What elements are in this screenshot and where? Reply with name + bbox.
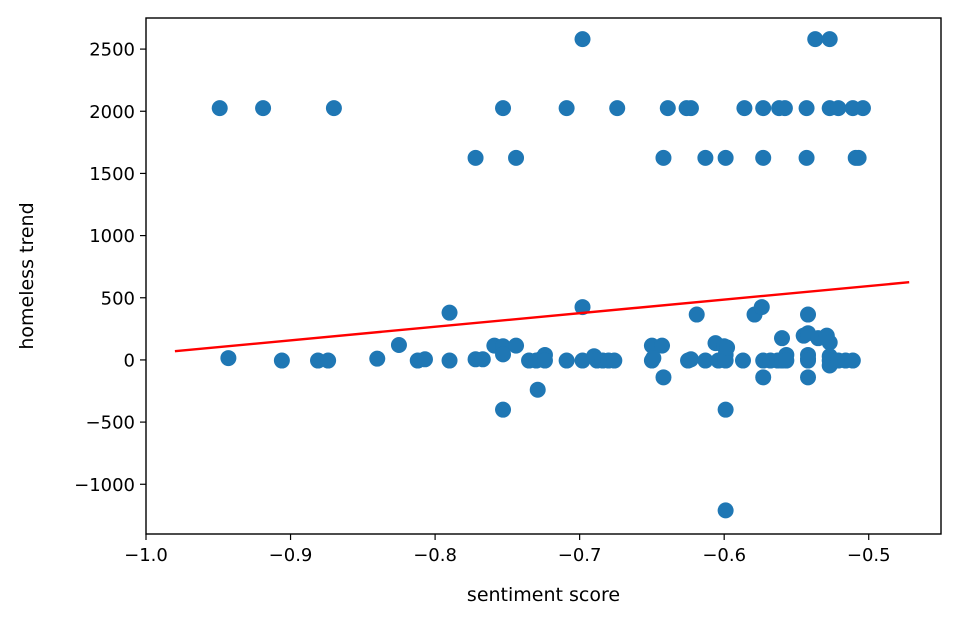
data-point (778, 352, 795, 369)
data-point (508, 337, 525, 354)
y-tick-label: 0 (124, 350, 135, 371)
data-point (755, 149, 772, 166)
data-point (609, 100, 626, 117)
plot-frame (145, 17, 942, 535)
data-point (717, 352, 734, 369)
data-point (807, 31, 824, 48)
y-tick-label: 1500 (89, 164, 135, 185)
data-point (688, 306, 705, 323)
data-point (798, 149, 815, 166)
x-tick-label: −1.0 (124, 545, 168, 566)
data-point (774, 330, 790, 347)
y-axis-label: homeless trend (16, 202, 38, 349)
data-point (508, 149, 525, 166)
data-point (734, 352, 751, 369)
data-point (854, 100, 871, 117)
data-point (273, 352, 290, 369)
data-point (655, 369, 672, 386)
data-point (558, 100, 575, 117)
regression-line (174, 281, 910, 353)
y-tick-label: 2500 (89, 40, 135, 61)
data-point (441, 352, 458, 369)
x-tick-label: −0.5 (847, 545, 891, 566)
data-point (416, 351, 433, 368)
data-points (211, 31, 871, 519)
x-tick-label: −0.7 (558, 545, 602, 566)
data-point (755, 369, 772, 386)
data-point (682, 351, 699, 368)
y-tick-label: −1000 (74, 475, 135, 496)
data-point (736, 100, 753, 117)
data-point (529, 381, 546, 398)
x-tick-label: −0.9 (269, 545, 313, 566)
data-point (369, 350, 386, 367)
data-point (697, 352, 714, 369)
data-point (844, 352, 861, 369)
y-tick-label: 500 (101, 288, 135, 309)
data-point (800, 369, 817, 386)
data-point (558, 352, 575, 369)
data-point (850, 149, 867, 166)
data-point (467, 149, 484, 166)
data-point (536, 352, 553, 369)
data-point (697, 149, 714, 166)
x-tick-label: −0.8 (413, 545, 457, 566)
data-point (717, 502, 734, 519)
data-point (645, 350, 662, 367)
data-point (441, 304, 458, 321)
data-point (753, 299, 770, 316)
data-point (654, 337, 671, 354)
data-point (659, 100, 676, 117)
data-point (755, 100, 772, 117)
data-point (830, 100, 847, 117)
x-tick-label: −0.6 (702, 545, 746, 566)
data-point (574, 31, 591, 48)
data-point (495, 100, 512, 117)
data-point (800, 306, 817, 323)
data-point (821, 31, 838, 48)
data-point (719, 339, 736, 356)
data-point (821, 334, 838, 351)
data-point (495, 346, 512, 363)
data-point (495, 401, 512, 418)
data-point (255, 100, 272, 117)
data-point (798, 100, 815, 117)
data-point (606, 352, 623, 369)
data-point (390, 337, 407, 354)
data-point (320, 352, 337, 369)
data-point (211, 100, 228, 117)
data-point (717, 401, 734, 418)
y-axis: −1000 −500 0 500 1000 1500 2000 2500 (74, 40, 146, 496)
y-tick-label: 1000 (89, 226, 135, 247)
data-point (220, 350, 237, 367)
x-axis-label: sentiment score (467, 584, 620, 606)
x-axis: −1.0 −0.9 −0.8 −0.7 −0.6 −0.5 (124, 534, 891, 566)
data-point (717, 149, 734, 166)
y-tick-label: −500 (86, 413, 135, 434)
data-point (574, 299, 591, 316)
y-tick-label: 2000 (89, 102, 135, 123)
data-point (325, 100, 342, 117)
data-point (682, 100, 699, 117)
data-point (800, 352, 817, 369)
trend-line (174, 281, 910, 353)
data-point (474, 351, 491, 368)
data-point (776, 100, 793, 117)
data-point (655, 149, 672, 166)
